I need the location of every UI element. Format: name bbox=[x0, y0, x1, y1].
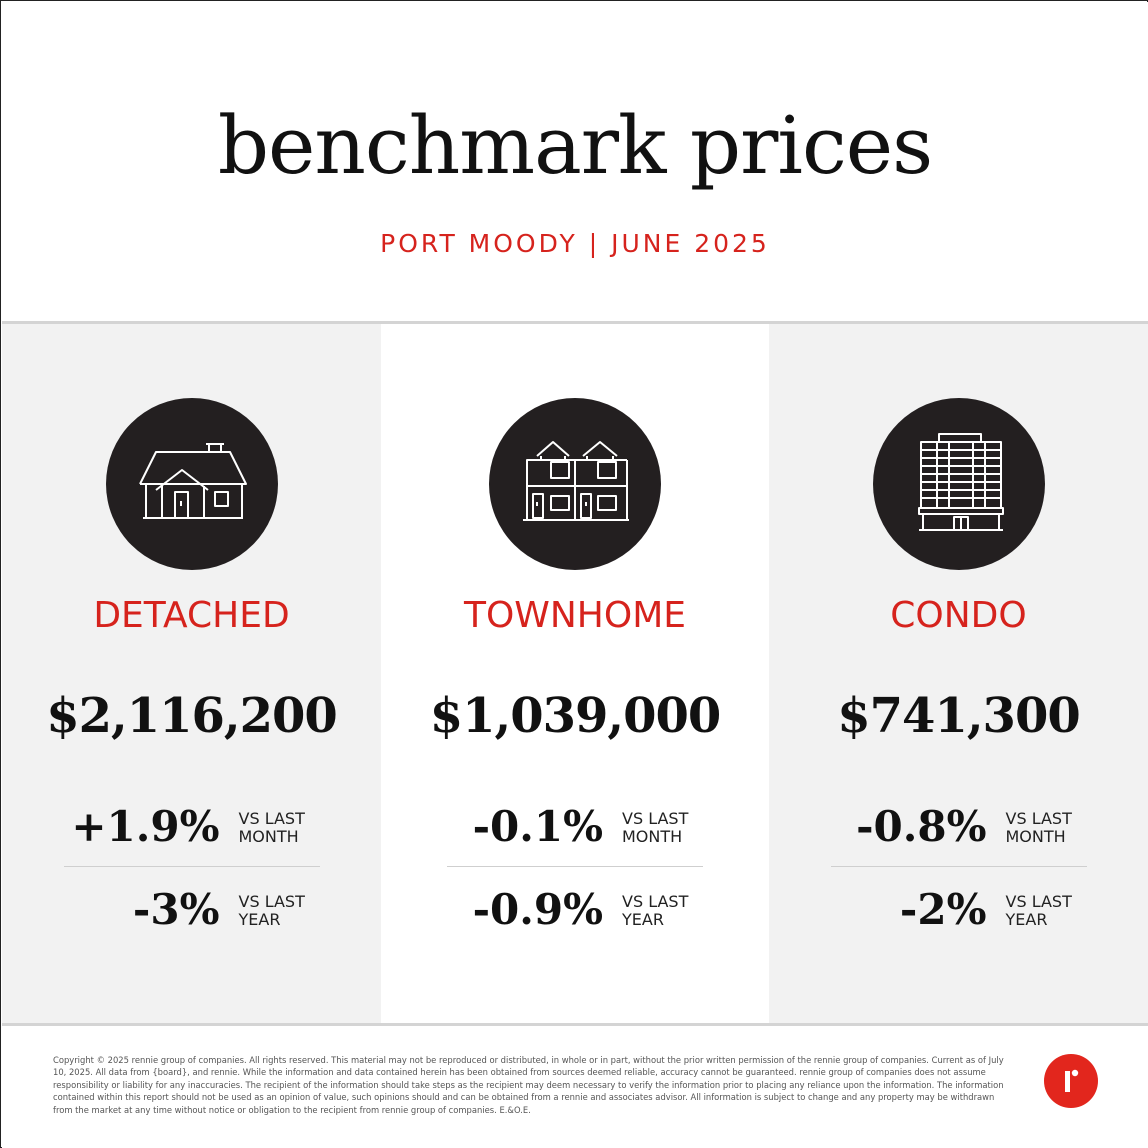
page-title: benchmark prices bbox=[217, 99, 933, 192]
stat-divider bbox=[64, 866, 320, 867]
month-change-stat: +1.9% VS LAST MONTH bbox=[2, 802, 381, 862]
year-change-label: VS LAST YEAR bbox=[238, 892, 305, 929]
property-type-label: DETACHED bbox=[93, 595, 290, 636]
footer: Copyright © 2025 rennie group of compani… bbox=[2, 1026, 1148, 1148]
stat-divider bbox=[447, 866, 703, 867]
month-change-stat: -0.1% VS LAST MONTH bbox=[381, 802, 769, 862]
year-change-stat: -2% VS LAST YEAR bbox=[769, 885, 1148, 945]
page-subtitle: PORT MOODY | JUNE 2025 bbox=[380, 229, 770, 258]
benchmark-price: $741,300 bbox=[837, 688, 1081, 744]
year-change-label: VS LAST YEAR bbox=[622, 892, 689, 929]
month-change-label: VS LAST MONTH bbox=[1005, 809, 1072, 846]
condo-panel: CONDO $741,300 -0.8% VS LAST MONTH -2% V… bbox=[769, 324, 1148, 1023]
year-change-value: -3% bbox=[132, 885, 220, 934]
year-change-value: -0.9% bbox=[472, 885, 603, 934]
header: benchmark prices PORT MOODY | JUNE 2025 bbox=[2, 2, 1148, 322]
copyright-disclaimer: Copyright © 2025 rennie group of compani… bbox=[53, 1055, 1004, 1115]
footer-divider bbox=[2, 1023, 1148, 1026]
property-type-label: TOWNHOME bbox=[463, 595, 687, 636]
rennie-logo bbox=[1044, 1054, 1098, 1108]
year-change-stat: -0.9% VS LAST YEAR bbox=[381, 885, 769, 945]
month-change-value: -0.1% bbox=[472, 802, 603, 851]
year-change-value: -2% bbox=[899, 885, 987, 934]
month-change-value: -0.8% bbox=[856, 802, 987, 851]
year-change-label: VS LAST YEAR bbox=[1005, 892, 1072, 929]
property-type-label: CONDO bbox=[890, 595, 1027, 636]
header-divider bbox=[2, 321, 1148, 324]
benchmark-price: $1,039,000 bbox=[429, 688, 722, 744]
year-change-stat: -3% VS LAST YEAR bbox=[2, 885, 381, 945]
detached-house-icon bbox=[105, 398, 278, 570]
townhome-icon bbox=[489, 398, 661, 570]
stat-divider bbox=[831, 866, 1087, 867]
month-change-label: VS LAST MONTH bbox=[622, 809, 689, 846]
month-change-stat: -0.8% VS LAST MONTH bbox=[769, 802, 1148, 862]
condo-building-icon bbox=[872, 398, 1045, 570]
benchmark-price: $2,116,200 bbox=[46, 688, 338, 744]
detached-panel: DETACHED $2,116,200 +1.9% VS LAST MONTH … bbox=[2, 324, 381, 1023]
month-change-value: +1.9% bbox=[71, 802, 220, 851]
townhome-panel: TOWNHOME $1,039,000 -0.1% VS LAST MONTH … bbox=[381, 324, 769, 1023]
month-change-label: VS LAST MONTH bbox=[238, 809, 305, 846]
